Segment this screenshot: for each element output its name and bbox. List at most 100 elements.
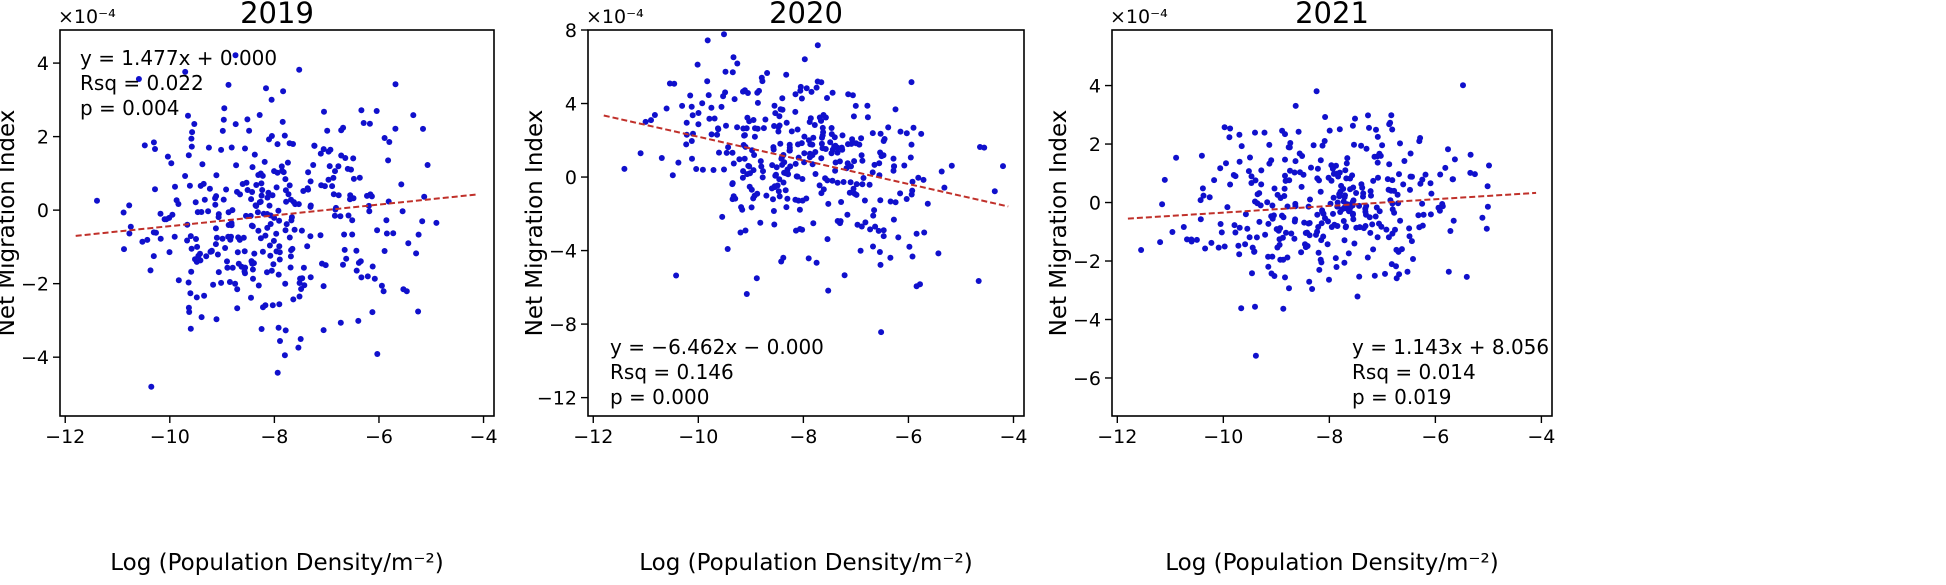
data-point [126,202,133,209]
data-point [1198,152,1205,159]
data-point [1416,138,1423,145]
data-point [212,195,219,202]
data-point [1286,177,1293,184]
data-point [718,103,725,110]
y-tick-label: 2 [1089,134,1101,156]
data-point [773,164,780,171]
data-point [1333,264,1340,270]
data-point [1317,188,1324,195]
data-point [220,116,227,123]
data-point [734,60,741,67]
data-point [897,190,904,197]
data-point [286,234,293,241]
data-point [1342,192,1348,199]
data-point [1385,186,1392,193]
data-point [341,246,348,253]
data-point [1484,203,1491,210]
data-point [810,220,817,227]
data-point [1221,124,1228,131]
data-point [175,277,182,284]
y-tick-label: 2 [37,127,49,149]
data-point [849,92,856,99]
data-point [706,115,713,122]
data-point [279,118,286,125]
data-point [284,159,291,166]
data-point [887,198,894,205]
data-point [1419,200,1426,207]
data-point [1224,204,1231,211]
data-point [839,132,846,139]
data-point [1316,266,1323,273]
data-point [248,222,255,229]
data-point [793,173,800,180]
data-point [780,254,787,261]
stats-line: y = 1.143x + 8.056 [1352,335,1549,359]
data-point [801,56,808,63]
data-point [818,155,825,162]
data-point [1218,229,1225,236]
data-point [213,172,220,179]
data-point [1238,305,1245,312]
data-point [1197,197,1204,204]
data-point [1447,228,1454,234]
data-point [838,144,845,151]
data-point [829,146,836,153]
data-point [135,76,142,82]
data-point [1336,169,1343,176]
data-point [1460,82,1466,89]
data-point [187,233,194,240]
data-point [182,68,189,75]
data-point [1252,303,1258,310]
data-point [862,219,869,226]
data-point [751,133,758,140]
data-point [1274,191,1281,198]
data-point [277,338,283,344]
data-point [908,79,915,86]
data-point [198,209,205,215]
data-point [891,163,898,170]
data-point [1420,211,1427,218]
data-point [857,247,864,254]
data-point [913,230,920,237]
data-point [769,162,776,169]
data-point [1227,125,1234,132]
data-point [1344,155,1351,162]
y-tick-label: 0 [37,200,49,222]
data-point [1437,171,1444,178]
data-point [846,189,853,196]
data-point [1291,169,1298,176]
data-point [836,158,843,165]
data-point [1238,143,1245,150]
data-point [688,103,695,110]
data-point [1451,156,1458,163]
data-point [273,184,280,191]
data-point [278,163,285,170]
data-point [331,212,338,219]
data-point [666,80,673,87]
data-point [848,163,854,170]
data-point [275,207,282,214]
regression-line [603,114,1009,208]
data-point [658,155,665,161]
y-tick-label: 4 [565,94,577,116]
data-point [212,225,219,232]
data-point [1354,293,1361,300]
data-point [750,167,757,174]
x-axis-label: Log (Population Density/m⁻²) [110,550,443,576]
data-point [825,200,832,207]
data-point [750,117,757,123]
data-point [1184,236,1190,243]
data-point [908,141,915,148]
data-point [796,206,803,213]
data-point [771,102,778,109]
data-point [783,204,790,211]
data-point [261,158,268,165]
data-point [724,246,731,252]
data-point [229,207,236,214]
data-point [871,207,878,214]
data-point [1374,159,1381,166]
data-point [704,37,711,44]
data-point [392,81,399,88]
data-point [909,187,916,194]
data-point [424,162,431,168]
